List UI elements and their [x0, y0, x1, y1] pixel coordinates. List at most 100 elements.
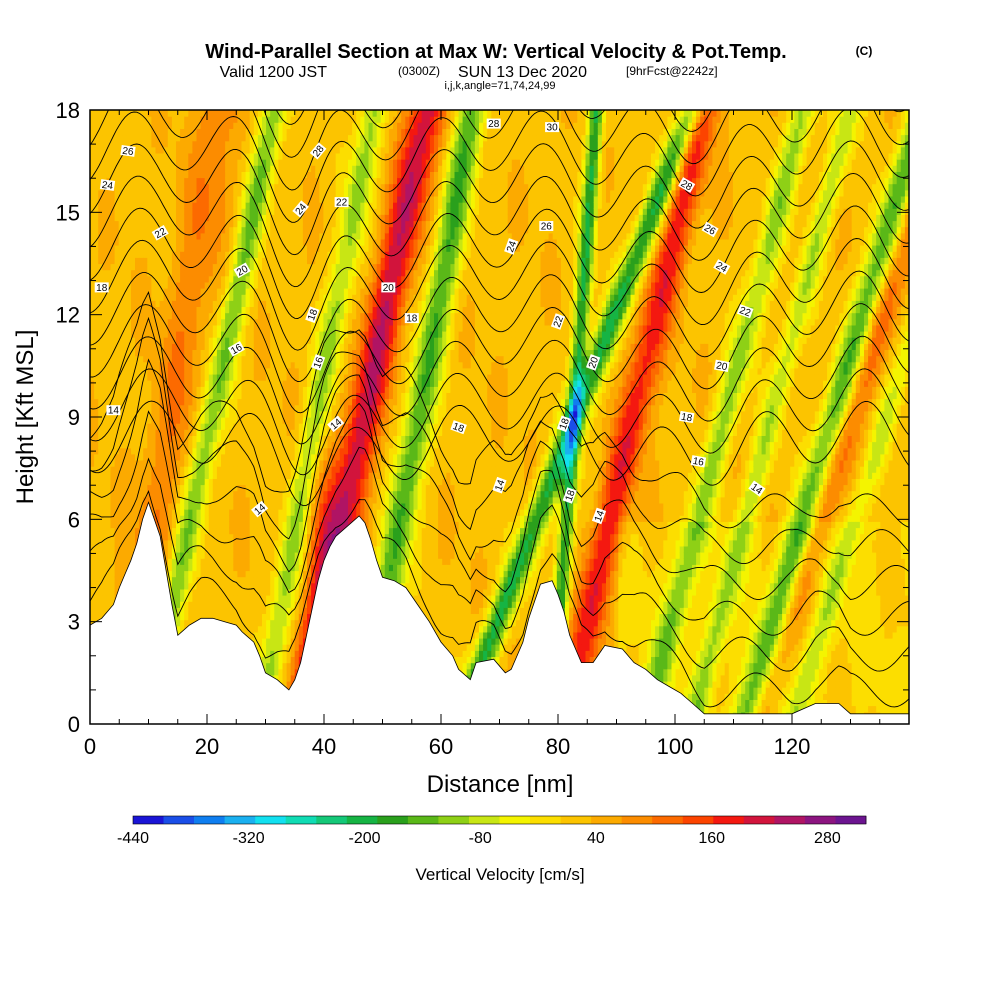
heatmap-cell: [241, 429, 247, 436]
heatmap-cell: [94, 478, 99, 486]
heatmap-cell: [221, 171, 226, 179]
heatmap-cell: [286, 263, 292, 271]
heatmap-cell: [208, 202, 214, 209]
heatmap-cell: [274, 552, 279, 559]
heatmap-cell: [114, 576, 120, 584]
heatmap-cell: [184, 380, 189, 387]
heatmap-cell: [106, 220, 112, 228]
heatmap-cell: [241, 257, 247, 265]
heatmap-cell: [274, 638, 279, 645]
heatmap-cell: [282, 110, 288, 117]
heatmap-cell: [188, 238, 193, 246]
heatmap-cell: [122, 398, 128, 406]
heatmap-cell: [270, 545, 275, 553]
heatmap-cell: [229, 552, 234, 559]
heatmap-cell: [270, 410, 275, 418]
heatmap-cell: [229, 324, 234, 332]
heatmap-cell: [208, 134, 214, 142]
heatmap-cell: [225, 146, 230, 154]
heatmap-cell: [188, 423, 193, 430]
heatmap-cell: [245, 110, 251, 117]
heatmap-cell: [114, 466, 120, 473]
heatmap-cell: [171, 257, 177, 265]
heatmap-cell: [98, 275, 103, 283]
heatmap-cell: [200, 202, 206, 209]
heatmap-cell: [204, 146, 210, 154]
heatmap-cell: [245, 134, 251, 142]
heatmap-cell: [159, 343, 165, 350]
heatmap-cell: [286, 318, 292, 326]
heatmap-cell: [171, 153, 177, 160]
heatmap-cell: [167, 460, 173, 467]
heatmap-cell: [262, 146, 267, 154]
heatmap-cell: [171, 306, 177, 314]
heatmap-cell: [245, 294, 251, 301]
heatmap-cell: [196, 300, 202, 307]
heatmap-cell: [270, 374, 275, 381]
heatmap-cell: [290, 674, 296, 682]
heatmap-cell: [237, 558, 243, 565]
heatmap-cell: [196, 607, 202, 614]
heatmap-cell: [98, 165, 103, 172]
heatmap-cell: [114, 582, 120, 590]
heatmap-cell: [114, 570, 120, 578]
heatmap-cell: [212, 183, 218, 191]
heatmap-cell: [155, 324, 161, 332]
heatmap-cell: [241, 374, 247, 381]
heatmap-cell: [118, 337, 124, 344]
heatmap-cell: [196, 595, 202, 602]
heatmap-cell: [216, 177, 222, 185]
heatmap-cell: [94, 613, 99, 621]
heatmap-cell: [237, 294, 243, 301]
heatmap-cell: [163, 171, 169, 179]
heatmap-cell: [192, 558, 198, 565]
heatmap-cell: [245, 202, 251, 209]
heatmap-cell: [188, 453, 193, 461]
heatmap-cell: [237, 521, 243, 529]
heatmap-cell: [257, 220, 263, 228]
heatmap-cell: [167, 337, 173, 344]
heatmap-cell: [139, 318, 144, 326]
heatmap-cell: [102, 509, 107, 516]
heatmap-cell: [151, 116, 157, 123]
heatmap-cell: [262, 662, 267, 670]
heatmap-cell: [180, 484, 185, 492]
heatmap-cell: [184, 533, 189, 541]
heatmap-cell: [180, 281, 185, 289]
heatmap-cell: [126, 509, 132, 516]
heatmap-cell: [139, 128, 144, 136]
heatmap-cell: [262, 214, 267, 222]
heatmap-cell: [253, 398, 259, 406]
heatmap-cell: [192, 441, 198, 449]
heatmap-cell: [274, 509, 279, 516]
heatmap-cell: [245, 521, 251, 529]
heatmap-cell: [139, 153, 144, 160]
heatmap-cell: [143, 410, 148, 418]
heatmap-cell: [262, 318, 267, 326]
heatmap-cell: [200, 337, 206, 344]
heatmap-cell: [118, 202, 124, 209]
heatmap-cell: [118, 423, 124, 430]
heatmap-cell: [196, 245, 202, 252]
heatmap-cell: [253, 404, 259, 412]
heatmap-cell: [167, 146, 173, 154]
heatmap-cell: [266, 238, 271, 246]
heatmap-cell: [216, 238, 222, 246]
heatmap-cell: [282, 650, 288, 657]
heatmap-cell: [126, 245, 132, 252]
heatmap-cell: [176, 515, 181, 522]
heatmap-cell: [131, 257, 136, 265]
heatmap-cell: [118, 478, 124, 486]
heatmap-cell: [270, 337, 275, 344]
heatmap-cell: [204, 398, 210, 406]
heatmap-cell: [278, 202, 284, 209]
heatmap-cell: [102, 300, 107, 307]
heatmap-cell: [245, 386, 251, 393]
heatmap-cell: [200, 595, 206, 602]
heatmap-cell: [270, 558, 275, 565]
heatmap-cell: [110, 214, 116, 222]
heatmap-cell: [225, 196, 230, 203]
heatmap-cell: [225, 435, 230, 443]
heatmap-cell: [114, 275, 120, 283]
heatmap-cell: [163, 110, 169, 117]
